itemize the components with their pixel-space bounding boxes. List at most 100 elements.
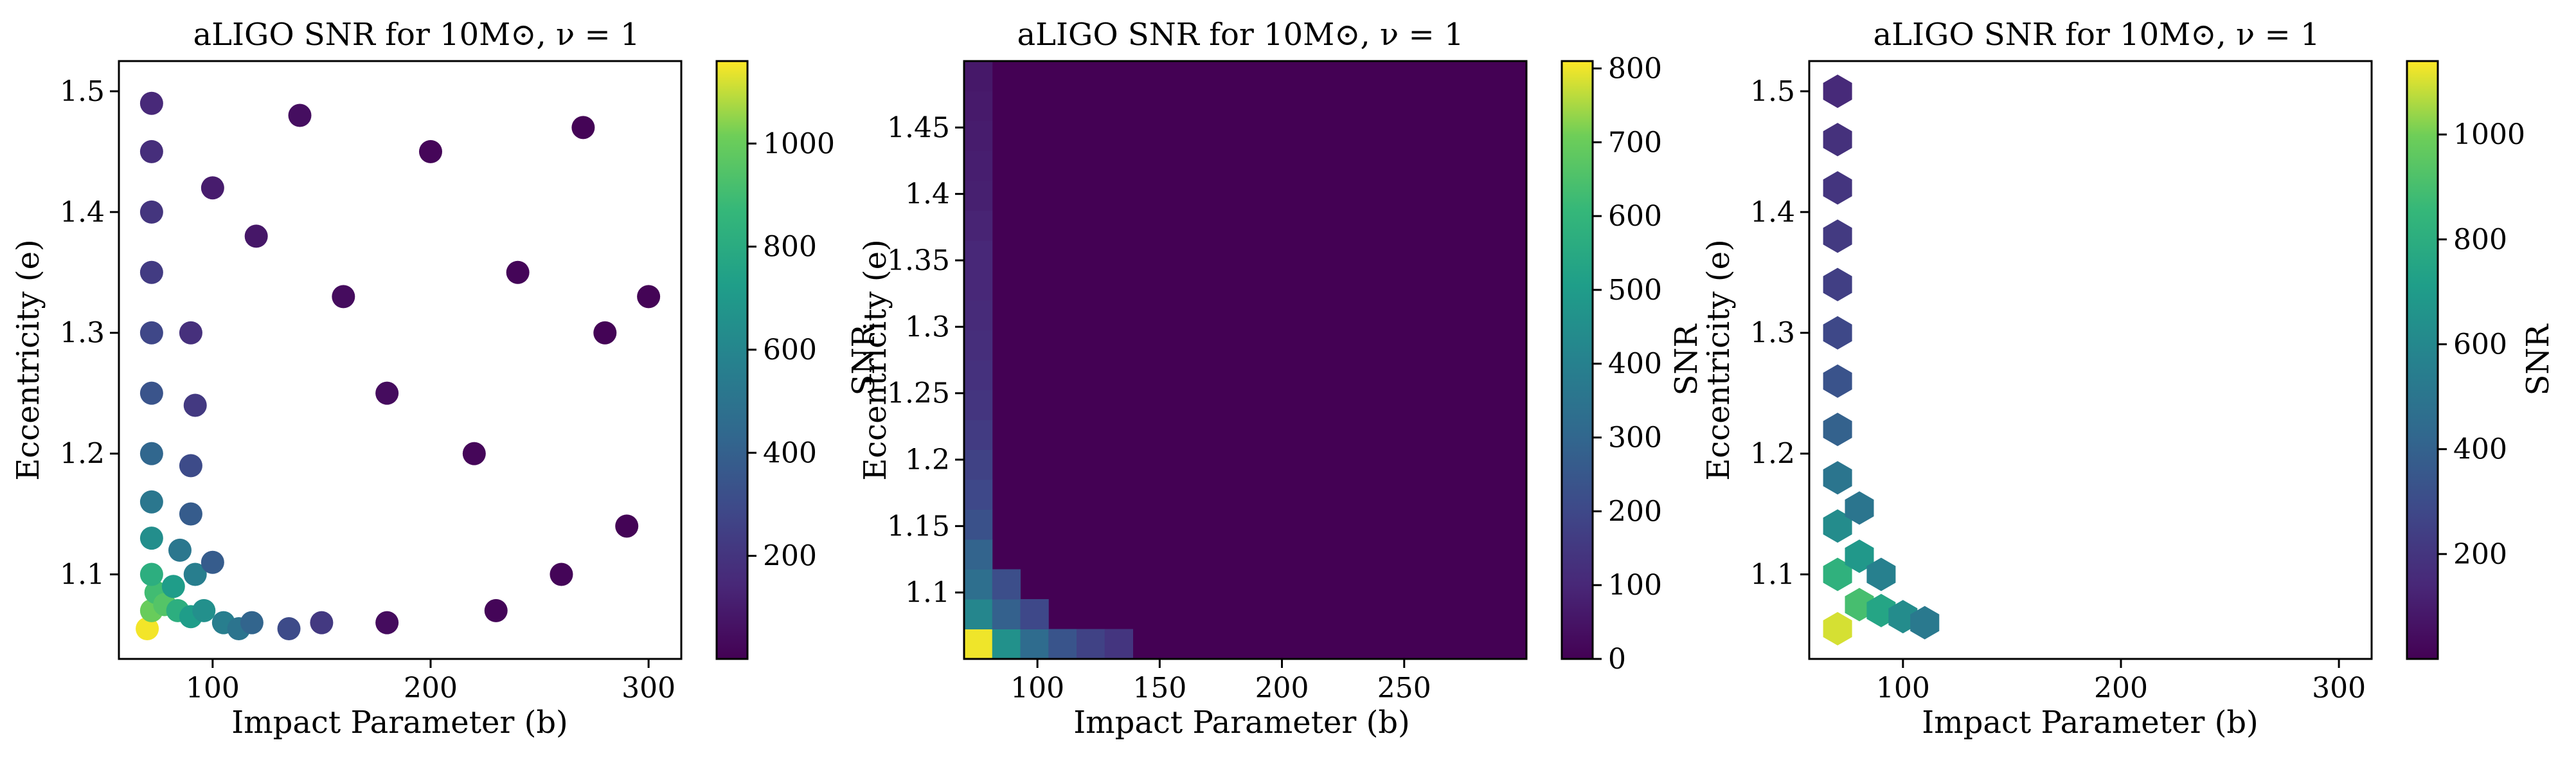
heatmap-cell (1077, 629, 1105, 660)
heatmap-cell (1048, 629, 1077, 660)
axes: 100 150 200 250 1.1 1.15 1.2 1.25 1.3 1.35 1.4 1.45 (887, 111, 1431, 705)
y-tick-label: 1.5 (1750, 75, 1795, 108)
y-tick-label: 1.45 (887, 111, 950, 144)
scatter-point (332, 285, 355, 309)
xlabel: Impact Parameter (b) (231, 705, 568, 741)
hexbin-hex (1823, 316, 1852, 350)
scatter-point (139, 526, 163, 550)
heatmap-cell (964, 390, 993, 420)
panel-heatmap: aLIGO SNR for 10M⊙, ν = 1 100 150 200 250 1.… (846, 17, 1704, 741)
colorbar-tick-label: 400 (763, 437, 817, 469)
hexbin-hex (1823, 267, 1852, 302)
scatter-point (462, 442, 486, 465)
scatter-point (277, 617, 301, 641)
hexbin-gap (2324, 195, 2354, 229)
scatter-point (139, 140, 163, 163)
x-tick-label: 200 (404, 672, 458, 705)
scatter-point (571, 116, 595, 140)
heatmap-cell (964, 480, 993, 510)
hexbin-hex (1845, 539, 1874, 573)
colorbar-tick-label: 200 (2453, 538, 2507, 571)
colorbar-label: SNR (1668, 323, 1704, 396)
hexbin-gap (2172, 219, 2201, 253)
y-tick-label: 1.1 (905, 577, 950, 609)
scatter-point (593, 321, 617, 345)
ylabel: Eccentricity (e) (10, 239, 46, 480)
colorbar-tick-label: 400 (1608, 348, 1662, 381)
hexbin-gap (2128, 98, 2158, 132)
colorbar-tick-label: 600 (1608, 200, 1662, 233)
x-tick-label: 300 (622, 672, 675, 705)
hexbin-hex (1888, 600, 1918, 634)
hexbin-gap (2280, 533, 2310, 567)
plot-frame (963, 60, 1528, 660)
x-tick-label: 100 (1876, 672, 1930, 705)
xlabel: Impact Parameter (b) (1922, 705, 2258, 741)
xlabel: Impact Parameter (b) (1073, 705, 1410, 741)
colorbar-tick-label: 1000 (2453, 118, 2525, 151)
scatter-point (139, 381, 163, 405)
scatter-point (168, 538, 192, 562)
hexbin-gap (2019, 340, 2048, 374)
y-tick-label: 1.5 (60, 75, 105, 108)
colorbar (715, 60, 749, 660)
y-tick-label: 1.2 (905, 444, 950, 476)
colorbar-tick-label: 800 (2453, 223, 2507, 256)
scatter-point (418, 140, 442, 163)
hexbin-hex (1823, 509, 1852, 543)
colorbar-ticks: 0 100 200 300 400 500 600 700 800 (1593, 52, 1662, 676)
colorbar (1561, 60, 1594, 660)
scatter-point (139, 321, 163, 345)
hexbin-gap (2237, 461, 2266, 495)
y-tick-label: 1.25 (887, 377, 950, 410)
colorbar-tick-label: 0 (1608, 643, 1626, 676)
hexbin-hex (1823, 612, 1852, 645)
heatmap-cell (1020, 599, 1049, 629)
colorbar-tick-label: 800 (1608, 52, 1662, 85)
heatmap-cell (964, 240, 993, 271)
scatter-point (139, 91, 163, 115)
y-tick-label: 1.1 (1750, 558, 1795, 591)
x-tick-label: 100 (186, 672, 240, 705)
colorbar-tick-label: 1000 (763, 127, 835, 160)
y-tick-label: 1.1 (60, 558, 105, 591)
axes: 100 200 300 1.1 1.2 1.3 1.4 1.5 (1750, 60, 2373, 705)
axes: 100 200 300 1.1 1.2 1.3 1.4 1.5 (60, 75, 675, 705)
y-tick-label: 1.2 (60, 438, 105, 471)
heatmap-cell (1104, 629, 1133, 660)
colorbar-ticks: 200 400 600 800 1000 (747, 127, 835, 573)
x-tick-label: 100 (1010, 672, 1064, 705)
hexbin-gap (2302, 376, 2332, 410)
title: aLIGO SNR for 10M⊙, ν = 1 (1017, 17, 1464, 53)
scatter-point (139, 490, 163, 514)
hexbin-gap (2258, 280, 2288, 314)
ylabel: Eccentricity (e) (857, 239, 893, 480)
scatter-point (139, 260, 163, 284)
heatmap-cell (964, 330, 993, 361)
colorbar-tick-label: 100 (1608, 569, 1662, 602)
hexbin-gap (2073, 255, 2103, 289)
scatter-point (183, 562, 207, 586)
points-layer (136, 91, 661, 641)
colorbar-tick-label: 600 (763, 334, 817, 366)
plot-area (963, 60, 1528, 660)
scatter-point (484, 598, 508, 622)
colorbar (2406, 60, 2439, 660)
title: aLIGO SNR for 10M⊙, ν = 1 (1874, 17, 2320, 53)
colorbar-tick-label: 800 (763, 231, 817, 264)
scatter-point (375, 381, 399, 405)
scatter-point (201, 176, 224, 200)
scatter-point (139, 562, 163, 586)
y-tick-label: 1.4 (1750, 196, 1795, 229)
heatmap-cell (964, 61, 993, 91)
y-tick-label: 1.3 (905, 310, 950, 343)
y-tick-label: 1.3 (1750, 317, 1795, 350)
hexbin-hex (1823, 413, 1852, 446)
scatter-point (550, 562, 573, 586)
colorbar-tick-label: 200 (763, 540, 817, 573)
colorbar-tick-label: 500 (1608, 274, 1662, 307)
scatter-point (179, 454, 202, 478)
heatmap-cell (964, 539, 993, 570)
heatmap-cell (964, 599, 993, 629)
heatmap-cell (964, 300, 993, 330)
